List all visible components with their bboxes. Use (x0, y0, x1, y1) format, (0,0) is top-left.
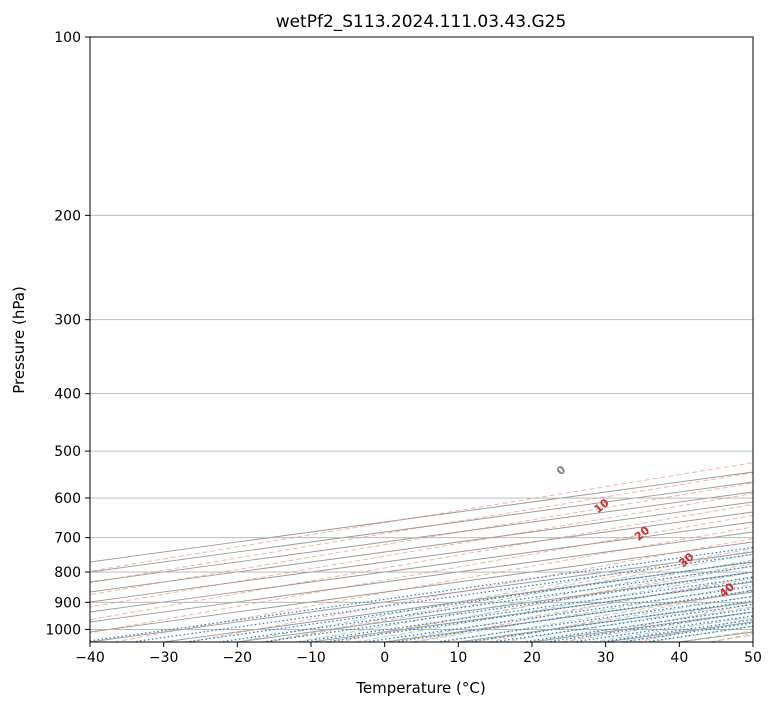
moist-adiabat-line (355, 571, 753, 642)
y-tick-label: 500 (54, 444, 81, 460)
mixing-ratio-line (522, 607, 753, 642)
x-tick-label: 30 (597, 650, 615, 666)
y-tick-label: 200 (54, 208, 81, 224)
dry-adiabat-line (263, 550, 753, 642)
y-tick-label: 900 (54, 595, 81, 611)
x-tick-label: 0 (380, 650, 389, 666)
x-tick-label: 20 (523, 650, 541, 666)
y-tick-label: 600 (54, 491, 81, 507)
y-tick-label: 400 (54, 387, 81, 403)
x-axis-title: Temperature (°C) (355, 679, 485, 697)
x-tick-label: −20 (223, 650, 253, 666)
dry-adiabat-line (338, 562, 753, 642)
moist-adiabat-line (296, 559, 753, 642)
x-tick-label: 10 (449, 650, 467, 666)
x-tick-label: −30 (149, 650, 179, 666)
dry-adiabat-line (90, 503, 753, 621)
dry-adiabat-line (90, 472, 753, 584)
mixing-ratio-line (185, 561, 753, 642)
dry-adiabat-line (114, 526, 753, 642)
y-axis-title: Pressure (hPa) (10, 286, 28, 394)
plot-area: 0.10.20.40.611.52346810131620253036-100-… (90, 37, 753, 642)
isotherm-line (90, 531, 753, 623)
x-tick-label: 50 (744, 650, 762, 666)
moist-adiabat-line (443, 589, 753, 642)
isotherm-line (90, 501, 753, 593)
x-tick-label: −40 (75, 650, 105, 666)
dry-adiabat-line (487, 589, 753, 642)
y-tick-label: 100 (54, 30, 81, 46)
y-tick-label: 300 (54, 313, 81, 329)
moist-adiabat-line (266, 553, 753, 642)
isotherm-line (90, 521, 753, 613)
isotherm-line (90, 471, 753, 563)
isotherm-line (90, 511, 753, 603)
isotherm-line (90, 491, 753, 583)
x-axis: −40 −30 −20 −10 0 10 20 30 40 50 (75, 642, 762, 666)
plot-frame (89, 36, 754, 643)
moist-adiabat-line (384, 577, 753, 642)
mixing-ratio-line (90, 546, 753, 642)
chart-title: wetPf2_S113.2024.111.03.43.G25 (276, 12, 567, 32)
x-tick-label: 40 (670, 650, 688, 666)
mixing-ratio-line (436, 595, 753, 642)
dry-adiabat-line (90, 493, 753, 608)
y-tick-label: 1000 (45, 622, 81, 638)
mixing-ratio-line (492, 603, 753, 642)
y-tick-label: 700 (54, 531, 81, 547)
y-axis: 100 200 300 400 500 600 700 800 900 1000 (45, 30, 90, 638)
y-tick-label: 800 (54, 565, 81, 581)
moist-adiabat-line (237, 548, 753, 642)
mixing-ratio-line (467, 600, 753, 642)
isotherm-line (90, 481, 753, 573)
x-tick-label: −10 (296, 650, 326, 666)
